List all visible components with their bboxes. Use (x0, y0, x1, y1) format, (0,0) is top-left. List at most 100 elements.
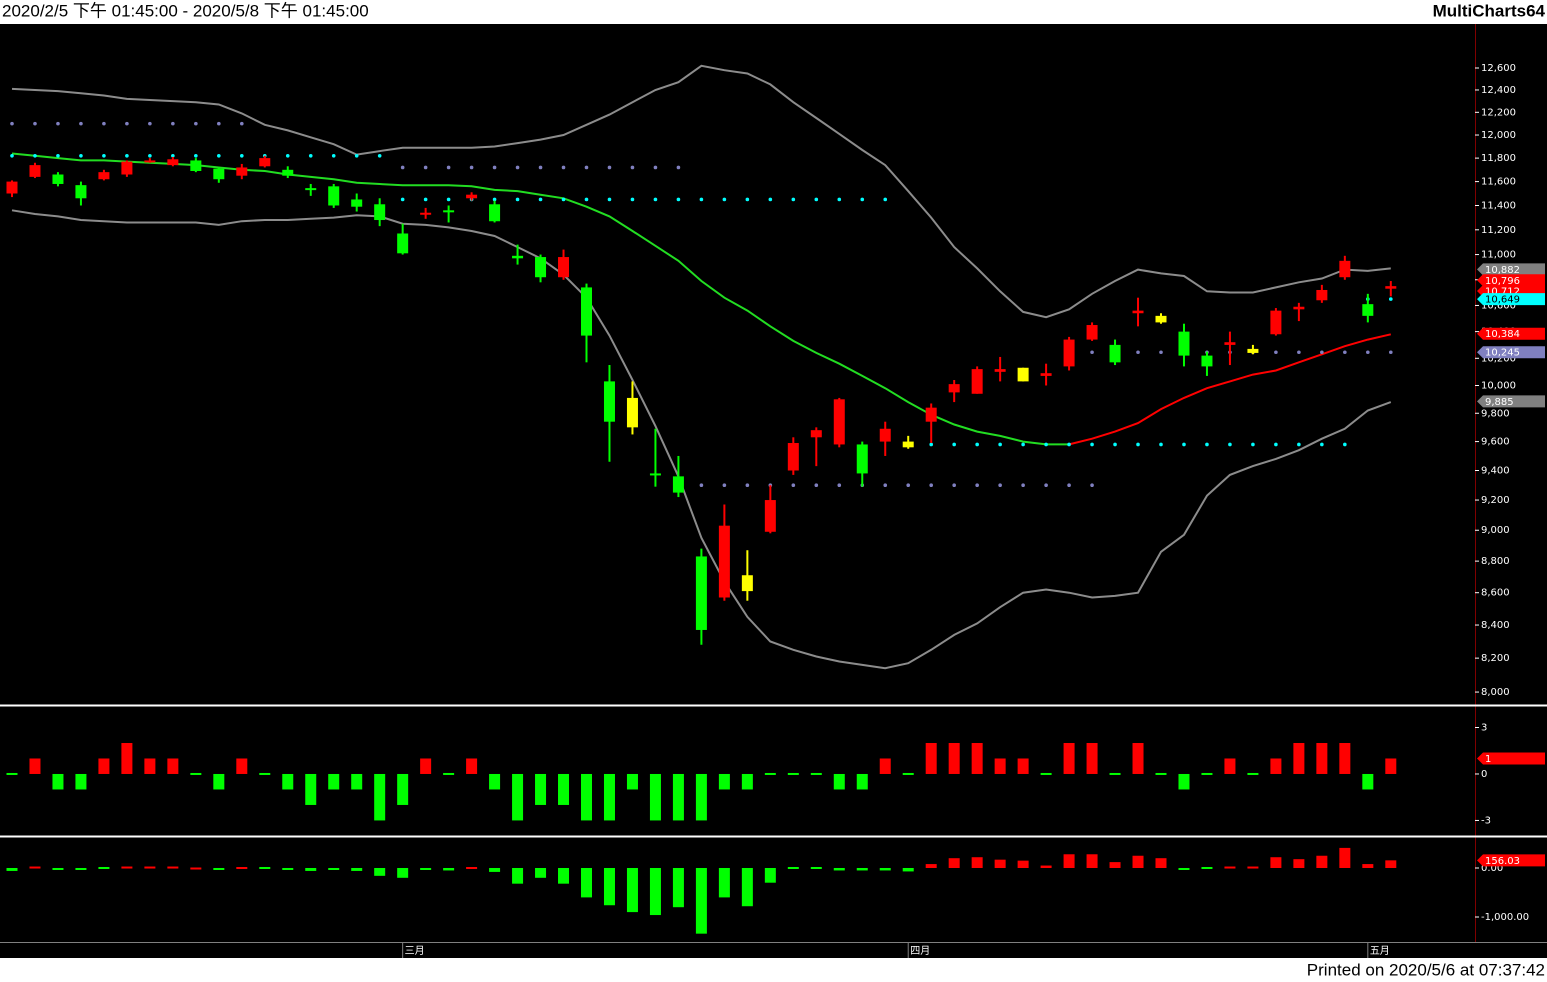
candle-body (810, 430, 822, 438)
histogram-bar (351, 867, 363, 871)
histogram-bar (1086, 854, 1098, 868)
histogram-bar (121, 866, 133, 869)
level-dot (1228, 442, 1232, 447)
histogram-bar (948, 858, 960, 868)
candle-body (856, 444, 868, 474)
histogram-bar (1270, 857, 1282, 868)
candle-body (1132, 310, 1144, 314)
histogram-bar (833, 773, 845, 790)
level-dot (56, 121, 60, 126)
level-dot (217, 153, 221, 158)
level-dot (814, 483, 819, 487)
histogram-bar (833, 867, 845, 871)
histogram-bar (52, 773, 64, 790)
level-dot (745, 197, 750, 202)
histogram-bar (167, 866, 179, 869)
histogram-bar (1247, 772, 1259, 775)
histogram-bar (626, 867, 638, 913)
level-dot (998, 483, 1002, 487)
level-dot (423, 165, 428, 170)
candle-body (672, 476, 684, 493)
histogram-bar (902, 867, 914, 872)
histogram-bar (1155, 858, 1167, 868)
candle-body (282, 169, 294, 176)
candle-body (374, 204, 386, 221)
candle-body (466, 194, 478, 199)
histogram-bar (948, 743, 960, 774)
level-dot (584, 197, 589, 202)
price-marker-label: 156.03 (1485, 856, 1520, 867)
histogram-bar (75, 773, 87, 790)
price-marker (1477, 854, 1545, 867)
histogram-bar (213, 867, 225, 870)
histogram-bar (236, 758, 248, 774)
level-dot (814, 197, 819, 202)
histogram-bar (213, 773, 225, 790)
overlay-line (1068, 333, 1392, 446)
candle-body (1155, 315, 1167, 323)
y-tick-label: 12,200 (1481, 107, 1516, 118)
candle-body (420, 212, 432, 215)
candle-body (787, 443, 799, 471)
level-dot (1044, 483, 1048, 487)
y-tick-label: 9,600 (1481, 437, 1510, 448)
print-info: Printed on 2020/5/6 at 07:37:42 (1307, 960, 1545, 979)
histogram-bar (1339, 847, 1351, 868)
histogram-bar (879, 867, 891, 871)
level-dot (538, 165, 543, 170)
histogram-bar (741, 867, 753, 907)
candle-body (351, 199, 363, 207)
level-dot (561, 165, 566, 170)
histogram-bar (1040, 772, 1052, 775)
level-dot (630, 165, 635, 170)
candle-body (971, 369, 983, 394)
level-dot (1021, 442, 1025, 447)
candle-body (1201, 355, 1213, 367)
candle-body (190, 160, 202, 171)
candle-body (1293, 306, 1305, 310)
level-dot (883, 197, 888, 202)
level-dot (975, 442, 979, 447)
level-dot (377, 153, 382, 158)
level-dot (791, 197, 796, 202)
histogram-bar (259, 772, 271, 775)
histogram-bar (98, 866, 110, 869)
level-dot (1205, 442, 1209, 447)
y-tick-label: 9,800 (1481, 408, 1510, 419)
candle-body (305, 188, 317, 191)
level-dot (561, 197, 566, 202)
histogram-bar (810, 772, 822, 775)
level-dot (10, 153, 14, 158)
y-tick-label: 9,400 (1481, 466, 1510, 477)
level-dot (1182, 442, 1186, 447)
level-dot (308, 153, 313, 158)
histogram-bar (1132, 743, 1144, 774)
level-dot (285, 153, 290, 158)
histogram-bar (994, 758, 1006, 774)
histogram-bar (1339, 743, 1351, 774)
level-dot (1274, 350, 1278, 355)
level-dot (538, 197, 543, 202)
level-dot (148, 121, 152, 126)
level-dot (676, 165, 681, 170)
price-marker-label: 10,649 (1485, 295, 1520, 306)
y-tick-label: 8,600 (1481, 588, 1510, 599)
histogram-bar (741, 773, 753, 790)
level-dot (194, 121, 198, 126)
level-dot (1389, 297, 1393, 301)
level-dot (837, 483, 842, 487)
level-dot (148, 153, 152, 158)
histogram-bar (581, 867, 592, 898)
price-marker-label: 1 (1485, 754, 1491, 765)
histogram-bar (420, 758, 432, 774)
y-tick-label: -3 (1481, 815, 1491, 826)
level-dot (515, 165, 520, 170)
histogram-bar (764, 772, 776, 775)
price-marker-label: 10,882 (1485, 265, 1520, 276)
candle-body (75, 185, 87, 199)
y-tick-label: 9,200 (1481, 495, 1510, 506)
histogram-bar (1201, 772, 1213, 775)
histogram-bar (121, 743, 133, 774)
app-name: MultiCharts64 (1433, 1, 1546, 20)
price-marker-label: 10,712 (1485, 287, 1520, 298)
